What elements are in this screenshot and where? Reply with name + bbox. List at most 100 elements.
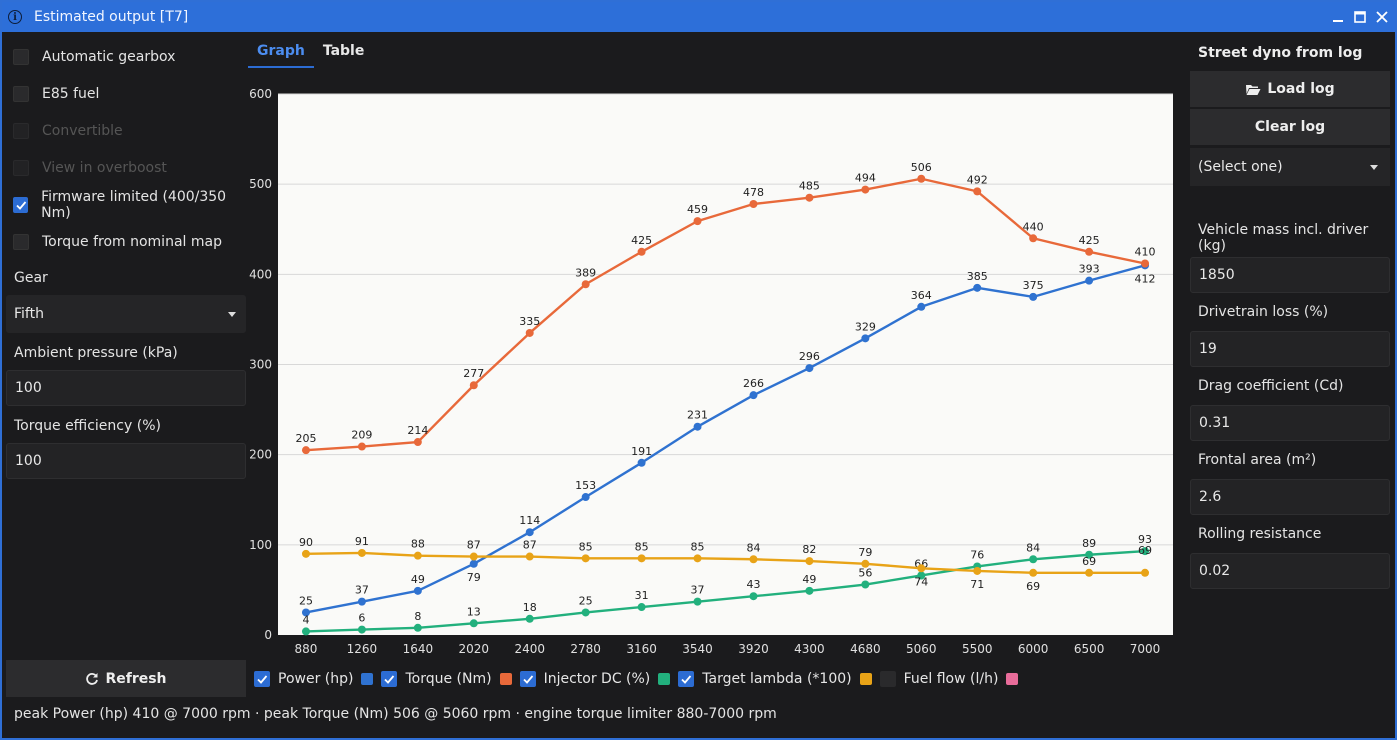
log-select[interactable]: (Select one) xyxy=(1190,148,1390,186)
tab-graph[interactable]: Graph xyxy=(248,40,314,68)
load-log-button[interactable]: Load log xyxy=(1190,71,1390,107)
data-point xyxy=(413,551,422,560)
checkbox-row[interactable]: Firmware limited (400/350 Nm) xyxy=(6,186,246,223)
torque-efficiency-input[interactable]: 100 xyxy=(6,443,246,479)
data-point xyxy=(525,528,534,537)
checkbox[interactable] xyxy=(13,196,29,213)
settings-panel: Automatic gearbox E85 fuel Convertible View… xyxy=(6,38,246,479)
legend-item[interactable]: Power (hp) xyxy=(254,671,374,687)
y-tick-label: 0 xyxy=(264,628,272,642)
data-point xyxy=(357,597,366,606)
data-label: 153 xyxy=(575,479,596,492)
data-point xyxy=(917,174,926,183)
refresh-button[interactable]: Refresh xyxy=(6,660,246,697)
load-log-label: Load log xyxy=(1267,81,1335,97)
chart-svg: 0 100 200 300 400 500 600 880 1260 1640 2020 2400 27… xyxy=(249,87,1173,656)
legend-checkbox[interactable] xyxy=(678,671,695,687)
checkbox-row: Convertible xyxy=(6,112,246,149)
data-point xyxy=(1085,568,1094,577)
data-label: 478 xyxy=(743,186,764,199)
checkbox-row[interactable]: Automatic gearbox xyxy=(6,38,246,75)
data-point xyxy=(469,381,478,390)
data-label: 69 xyxy=(1026,580,1040,593)
checkbox[interactable] xyxy=(13,85,29,102)
refresh-icon xyxy=(86,672,99,685)
legend-checkbox[interactable] xyxy=(381,671,398,687)
tab-table[interactable]: Table xyxy=(322,43,365,59)
legend-item[interactable]: Injector DC (%) xyxy=(519,671,671,687)
drag-coefficient-input[interactable]: 0.31 xyxy=(1190,405,1390,441)
data-point xyxy=(973,187,982,196)
data-label: 231 xyxy=(687,409,708,422)
maximize-icon[interactable] xyxy=(1351,8,1369,26)
view-tabs: Graph Table xyxy=(248,40,373,68)
data-label: 69 xyxy=(1082,555,1096,568)
data-label: 8 xyxy=(414,610,421,623)
rolling-resistance-input[interactable]: 0.02 xyxy=(1190,553,1390,589)
data-point xyxy=(469,619,478,628)
data-label: 485 xyxy=(799,180,820,193)
checkbox-row[interactable]: E85 fuel xyxy=(6,75,246,112)
checkbox xyxy=(13,122,29,139)
ambient-pressure-input[interactable]: 100 xyxy=(6,370,246,406)
gear-select[interactable]: Fifth xyxy=(6,295,246,333)
close-icon[interactable] xyxy=(1373,8,1391,26)
legend-checkbox[interactable] xyxy=(254,671,270,687)
data-point xyxy=(861,334,870,343)
data-point xyxy=(917,564,926,573)
y-tick-label: 200 xyxy=(249,448,272,462)
chart-legend: Power (hp) Torque (Nm) Injector DC (%) Targ… xyxy=(254,668,1026,690)
series-line xyxy=(305,264,1146,614)
street-dyno-panel: Street dyno from log Load log Clear log … xyxy=(1190,38,1390,589)
legend-checkbox[interactable] xyxy=(519,671,536,687)
data-point xyxy=(749,391,758,400)
series-line xyxy=(305,551,1146,574)
checkbox-row[interactable]: Torque from nominal map xyxy=(6,223,246,260)
data-point xyxy=(1141,547,1150,556)
ambient-pressure-label: Ambient pressure (kPa) xyxy=(14,344,178,361)
data-point xyxy=(637,247,646,256)
chevron-down-icon xyxy=(1370,164,1378,170)
frontal-area-label: Frontal area (m²) xyxy=(1198,452,1317,468)
gear-label: Gear xyxy=(14,269,48,286)
data-point xyxy=(525,552,534,561)
x-tick-label: 880 xyxy=(295,642,318,656)
data-label: 84 xyxy=(746,541,760,554)
legend-swatch xyxy=(1006,673,1019,685)
peak-summary: peak Power (hp) 410 @ 7000 rpm · peak To… xyxy=(14,706,777,722)
data-point xyxy=(581,280,590,289)
data-label: 79 xyxy=(858,546,872,559)
checkbox-label: Torque from nominal map xyxy=(42,233,222,250)
drag-coefficient-label: Drag coefficient (Cd) xyxy=(1198,378,1344,394)
legend-item[interactable]: Torque (Nm) xyxy=(381,671,512,687)
minimize-icon[interactable] xyxy=(1329,8,1347,26)
legend-item[interactable]: Target lambda (*100) xyxy=(678,671,872,687)
data-point xyxy=(1141,259,1150,268)
drivetrain-loss-input[interactable]: 19 xyxy=(1190,331,1390,367)
clear-log-button[interactable]: Clear log xyxy=(1190,109,1390,145)
vehicle-mass-input[interactable]: 1850 xyxy=(1190,257,1390,293)
checkbox[interactable] xyxy=(13,233,29,250)
data-label: 277 xyxy=(463,367,484,380)
data-label: 90 xyxy=(299,536,313,549)
legend-checkbox[interactable] xyxy=(879,671,896,687)
data-label: 82 xyxy=(802,543,816,556)
data-point xyxy=(693,597,702,606)
data-label: 492 xyxy=(967,173,988,186)
data-point xyxy=(301,608,310,617)
data-point xyxy=(917,571,926,580)
frontal-area-input[interactable]: 2.6 xyxy=(1190,479,1390,515)
refresh-label: Refresh xyxy=(105,670,167,687)
data-label: 89 xyxy=(1082,537,1096,550)
data-label: 43 xyxy=(746,578,760,591)
checkbox[interactable] xyxy=(13,48,29,65)
drivetrain-loss-label: Drivetrain loss (%) xyxy=(1198,304,1329,320)
x-tick-label: 2780 xyxy=(570,642,601,656)
data-label: 76 xyxy=(970,548,984,561)
legend-label: Injector DC (%) xyxy=(543,671,651,687)
data-label: 85 xyxy=(579,540,593,553)
legend-item[interactable]: Fuel flow (l/h) xyxy=(879,671,1019,687)
data-label: 37 xyxy=(355,584,369,597)
data-point xyxy=(973,566,982,575)
data-point xyxy=(805,586,814,595)
